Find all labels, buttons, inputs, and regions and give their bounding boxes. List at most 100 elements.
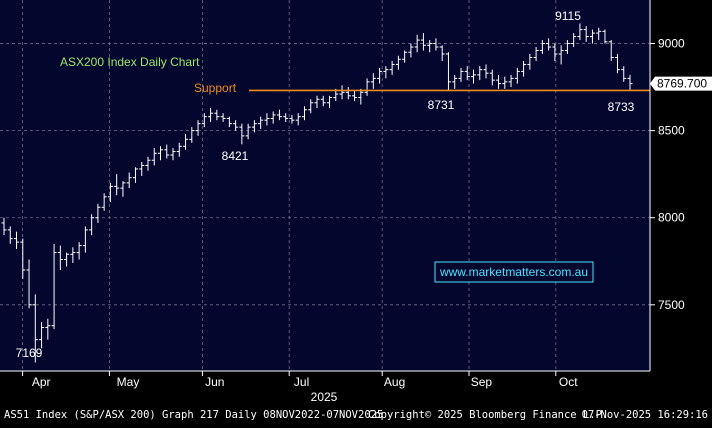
- price-annotation: 9115: [555, 9, 581, 23]
- price-annotation: 8733: [608, 100, 635, 114]
- price-annotation: 8421: [222, 149, 249, 163]
- ohlc-bar: [276, 109, 282, 121]
- ohlc-bar: [589, 29, 595, 44]
- ohlc-bar: [176, 142, 182, 157]
- ohlc-bar: [220, 113, 226, 122]
- last-price-value: 8769.700: [657, 77, 707, 91]
- ohlc-bar: [82, 226, 88, 253]
- y-tick-label: 8500: [658, 124, 685, 138]
- ohlc-bar: [621, 66, 627, 82]
- ohlc-bar: [270, 111, 276, 124]
- ohlc-bar: [114, 174, 120, 196]
- ohlc-bar: [508, 74, 514, 88]
- x-tick-label: Sep: [471, 375, 493, 389]
- footer-source: AS51 Index (S&P/ASX 200) Graph 217 Daily…: [4, 409, 383, 421]
- ohlc-bar: [120, 181, 126, 197]
- ohlc-bar: [452, 74, 458, 89]
- ohlc-bar: [208, 107, 214, 122]
- ohlc-bar: [402, 50, 408, 63]
- ohlc-bar: [533, 47, 539, 61]
- ohlc-bar: [614, 53, 620, 74]
- ohlc-bar: [14, 231, 20, 250]
- x-tick-label: Oct: [559, 375, 578, 389]
- ohlc-bar: [364, 78, 370, 96]
- ohlc-bar: [145, 156, 151, 171]
- ohlc-bar: [464, 66, 470, 81]
- ohlc-bar: [301, 106, 307, 121]
- ohlc-bar: [183, 134, 189, 150]
- ohlc-bar: [389, 60, 395, 75]
- x-tick-label: Apr: [32, 375, 51, 389]
- ohlc-bar: [445, 52, 451, 91]
- ohlc-bar: [527, 53, 533, 70]
- ohlc-bar: [264, 113, 270, 126]
- ohlc-bar: [1, 217, 7, 236]
- ohlc-bar: [314, 95, 320, 108]
- y-tick-label: 8000: [658, 211, 685, 225]
- ohlc-bar: [514, 67, 520, 84]
- ohlc-bar: [151, 148, 157, 166]
- footer-copyright: Copyright© 2025 Bloomberg Finance L.P.: [368, 409, 608, 421]
- ohlc-bar: [327, 95, 333, 108]
- ohlc-bar: [214, 109, 220, 121]
- ohlc-bar: [226, 116, 232, 128]
- ohlc-bar: [70, 247, 76, 264]
- ohlc-bar: [521, 60, 527, 77]
- ohlc-bar: [496, 74, 502, 89]
- ohlc-bar: [45, 318, 51, 340]
- x-tick-label: Jun: [205, 375, 224, 389]
- y-axis: 7500 8000 8500 9000: [649, 0, 685, 371]
- x-tick-label: Jul: [294, 375, 309, 389]
- ohlc-bar: [32, 294, 38, 363]
- ohlc-bar: [377, 67, 383, 84]
- ohlc-bar: [101, 193, 107, 211]
- ohlc-bar: [295, 113, 301, 126]
- watermark-link[interactable]: www.marketmatters.com.au: [439, 265, 588, 279]
- ohlc-bar: [283, 113, 289, 122]
- ohlc-bar: [245, 123, 251, 140]
- ohlc-bar: [57, 245, 63, 270]
- ohlc-bar: [258, 116, 264, 129]
- ohlc-bar: [345, 87, 351, 100]
- ohlc-bar: [395, 55, 401, 70]
- ohlc-bar: [39, 322, 45, 349]
- ohlc-bar: [195, 120, 201, 136]
- ohlc-bar: [539, 40, 545, 54]
- ohlc-bar: [7, 226, 13, 244]
- ohlc-bar: [320, 95, 326, 107]
- ohlc-bar: [577, 23, 583, 41]
- ohlc-bar: [20, 238, 26, 279]
- ohlc-bar: [420, 33, 426, 51]
- ohlc-bar: [477, 66, 483, 81]
- ohlc-bar: [339, 85, 345, 100]
- ohlc-bar: [596, 27, 602, 41]
- watermark-box[interactable]: www.marketmatters.com.au: [434, 261, 594, 283]
- ohlc-bar: [170, 148, 176, 161]
- ohlc-bar: [107, 182, 113, 203]
- ohlc-bar: [189, 127, 195, 143]
- ohlc-bar: [414, 34, 420, 53]
- y-tick-label: 7500: [658, 298, 685, 312]
- ohlc-bar: [408, 43, 414, 58]
- ohlc-bar: [602, 29, 608, 44]
- ohlc-bar: [64, 252, 70, 267]
- ohlc-bar: [233, 120, 239, 131]
- ohlc-bar: [471, 69, 476, 84]
- ohlc-bar: [558, 45, 564, 65]
- ohlc-bar: [26, 259, 32, 309]
- ohlc-bar: [358, 88, 364, 105]
- ohlc-bar: [502, 76, 508, 89]
- ohlc-bar: [76, 242, 82, 260]
- ohlc-bar: [546, 38, 552, 51]
- grid-lines: [0, 0, 650, 371]
- x-axis: Apr May Jun Jul Aug Sep Oct: [0, 370, 650, 389]
- ohlc-bar: [308, 99, 314, 114]
- ohlc-bar: [571, 33, 577, 48]
- ohlc-bar: [132, 167, 138, 183]
- ohlc-bar: [139, 161, 145, 176]
- price-annotation: 8731: [428, 98, 455, 112]
- footer-timestamp: 07-Nov-2025 16:29:16: [582, 409, 708, 421]
- ohlc-bar: [126, 172, 132, 189]
- ohlc-bar: [627, 74, 633, 91]
